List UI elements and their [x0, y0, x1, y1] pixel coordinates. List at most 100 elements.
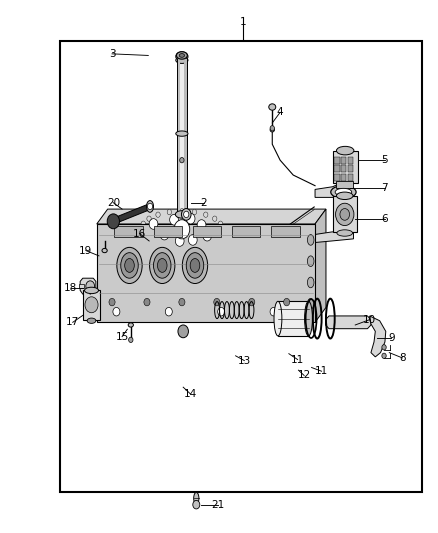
Ellipse shape [270, 128, 275, 132]
Text: 7: 7 [381, 183, 388, 193]
Circle shape [147, 216, 151, 221]
Bar [79, 284, 84, 288]
Bar [193, 225, 221, 237]
Ellipse shape [336, 203, 354, 225]
Ellipse shape [336, 147, 354, 155]
Ellipse shape [157, 259, 167, 272]
Ellipse shape [121, 253, 138, 278]
Circle shape [188, 235, 197, 245]
Text: 1: 1 [240, 17, 246, 27]
Bar [334, 165, 339, 172]
Bar [232, 225, 261, 237]
Ellipse shape [269, 104, 276, 110]
Bar [60, 41, 422, 492]
Ellipse shape [179, 54, 184, 58]
Circle shape [203, 230, 212, 241]
Bar [334, 157, 339, 164]
Text: 12: 12 [297, 370, 311, 381]
Circle shape [192, 209, 197, 215]
Polygon shape [325, 316, 371, 329]
Bar [348, 174, 353, 181]
Ellipse shape [86, 281, 95, 292]
Text: 8: 8 [399, 353, 406, 363]
Ellipse shape [85, 287, 99, 294]
Circle shape [141, 232, 145, 238]
Text: 20: 20 [107, 198, 120, 208]
Circle shape [218, 221, 223, 227]
Text: 14: 14 [184, 389, 197, 399]
Circle shape [109, 298, 115, 306]
Ellipse shape [125, 259, 134, 272]
Circle shape [180, 158, 184, 163]
Ellipse shape [184, 211, 189, 217]
Bar [332, 151, 358, 182]
Polygon shape [315, 209, 326, 322]
Ellipse shape [335, 188, 352, 196]
Ellipse shape [336, 192, 353, 199]
Circle shape [197, 220, 206, 230]
Circle shape [204, 212, 208, 217]
Ellipse shape [177, 52, 187, 59]
Text: 9: 9 [388, 333, 395, 343]
Circle shape [180, 208, 184, 214]
Bar [177, 59, 187, 216]
Text: 13: 13 [238, 356, 251, 366]
Circle shape [212, 237, 217, 243]
Ellipse shape [307, 277, 314, 288]
Ellipse shape [175, 211, 188, 218]
Bar [341, 157, 346, 164]
Ellipse shape [176, 52, 188, 61]
Text: 10: 10 [363, 314, 376, 325]
Ellipse shape [150, 247, 175, 284]
Circle shape [212, 216, 217, 221]
Ellipse shape [181, 208, 191, 220]
Circle shape [179, 298, 185, 306]
Circle shape [147, 237, 151, 243]
Circle shape [218, 232, 223, 238]
Bar [332, 196, 357, 232]
Circle shape [218, 308, 225, 316]
Text: 11: 11 [315, 366, 328, 376]
Ellipse shape [340, 208, 350, 220]
Circle shape [193, 500, 200, 509]
Text: 15: 15 [116, 332, 129, 342]
Text: 3: 3 [109, 49, 115, 59]
Circle shape [148, 203, 152, 209]
Circle shape [174, 220, 190, 239]
Circle shape [144, 298, 150, 306]
Polygon shape [315, 181, 350, 197]
Ellipse shape [176, 131, 188, 136]
Circle shape [156, 212, 160, 217]
Ellipse shape [307, 298, 314, 309]
Circle shape [170, 214, 178, 225]
Circle shape [156, 241, 160, 247]
Ellipse shape [141, 211, 222, 247]
Circle shape [382, 345, 386, 350]
Circle shape [167, 209, 172, 215]
Circle shape [113, 308, 120, 316]
Text: 4: 4 [277, 107, 283, 117]
Circle shape [160, 229, 169, 240]
Bar [336, 181, 353, 188]
Text: 6: 6 [381, 214, 388, 224]
Circle shape [192, 244, 197, 249]
Text: 16: 16 [133, 229, 146, 239]
Polygon shape [97, 209, 326, 224]
Bar [341, 165, 346, 172]
Bar [348, 165, 353, 172]
Text: 21: 21 [212, 499, 225, 510]
Ellipse shape [194, 492, 199, 504]
Circle shape [107, 214, 120, 229]
Ellipse shape [176, 57, 188, 63]
Circle shape [270, 126, 275, 131]
Ellipse shape [85, 297, 98, 313]
Circle shape [139, 227, 144, 232]
Circle shape [249, 298, 255, 306]
Text: 18: 18 [64, 283, 77, 293]
Text: 19: 19 [79, 246, 92, 255]
Bar [278, 301, 308, 336]
Bar [83, 290, 100, 320]
Circle shape [178, 325, 188, 338]
Ellipse shape [182, 247, 208, 284]
Circle shape [186, 213, 195, 224]
